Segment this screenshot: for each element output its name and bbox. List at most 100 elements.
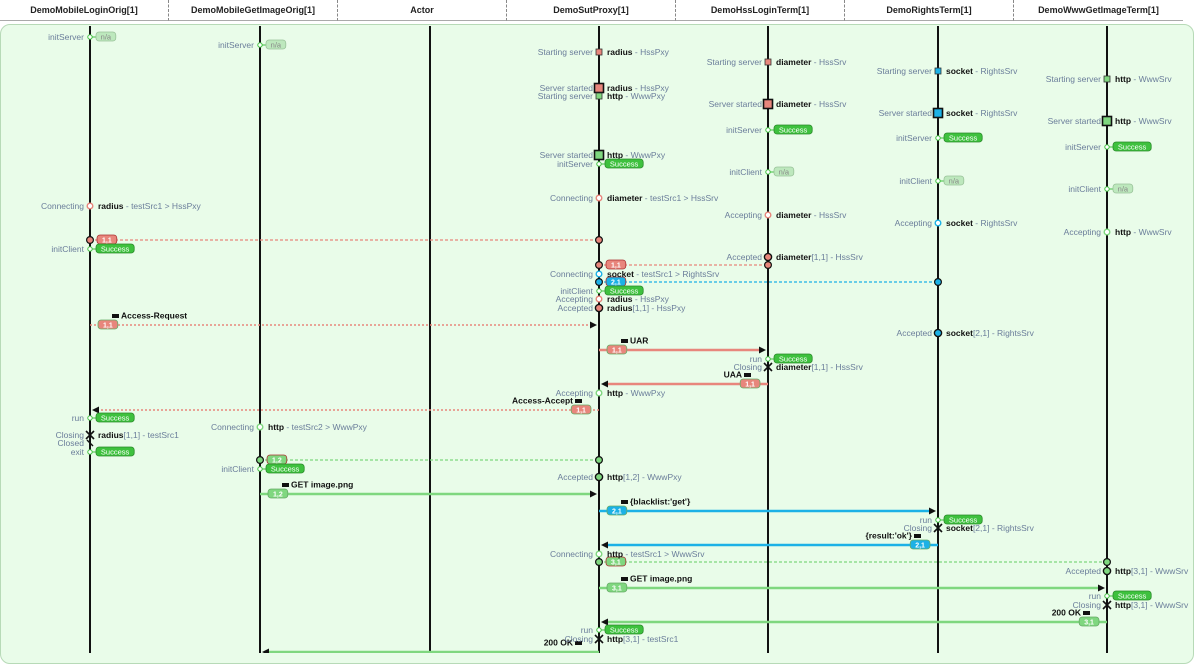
close-cross-b <box>763 362 773 372</box>
event-label: Connecting <box>550 269 593 279</box>
connection-id-3: 1,2 <box>266 454 288 465</box>
event-node-text: socket[2,1] - RightsSrv <box>946 523 1035 533</box>
node-name: diameter <box>776 210 812 220</box>
node-detail: - HssSrv <box>828 252 864 262</box>
badge-text: 1,2 <box>273 492 283 499</box>
connection-id-1: 1,1 <box>605 259 627 270</box>
envelope-icon <box>575 641 582 645</box>
badge-bg <box>605 259 627 270</box>
lifeline-header-0: DemoMobileLoginOrig[1] <box>0 0 169 21</box>
event-26: Connecting socket - testSrc1 > RightsSrv <box>550 269 720 279</box>
event-label: run <box>750 354 763 364</box>
event-label: Accepted <box>727 252 763 262</box>
node-detail: - WwwSrv <box>1148 566 1189 576</box>
node-name: http <box>607 388 623 398</box>
badge-text: Success <box>779 355 808 364</box>
node-circle <box>595 389 603 397</box>
event-label: Accepting <box>556 294 594 304</box>
badge-bg <box>267 488 289 499</box>
event-label: initClient <box>1068 184 1101 194</box>
node-name: socket <box>946 108 973 118</box>
node-square <box>1103 75 1111 83</box>
node-name: radius <box>607 83 633 93</box>
badge-bg <box>1112 590 1152 601</box>
envelope-icon <box>112 314 119 318</box>
envelope-icon <box>621 577 628 581</box>
event-node-text: radius - HssPxy <box>607 83 670 93</box>
badge-text: Success <box>610 287 639 296</box>
node-name: http <box>607 91 623 101</box>
node-circle <box>256 423 264 431</box>
badge-bg <box>605 556 627 567</box>
status-dot <box>1104 186 1110 192</box>
event-45: run <box>1089 591 1113 601</box>
status-dot <box>596 288 602 294</box>
badge-bg <box>943 132 983 143</box>
node-circle-bold <box>763 252 773 262</box>
status-dot <box>1104 593 1110 599</box>
event-4: Starting server socket - RightsSrv <box>877 66 1018 76</box>
connection-start-0 <box>85 236 94 245</box>
status-dot <box>257 42 263 48</box>
message-id-badge: 2,1 <box>606 505 628 516</box>
lifeline-header-4: DemoHssLoginTerm[1] <box>676 0 845 21</box>
event-node-text: radius[1,1] - testSrc1 <box>98 430 179 440</box>
event-label: Server started <box>1048 116 1102 126</box>
envelope-icon <box>914 534 921 538</box>
status-badge: n/a <box>1112 183 1134 194</box>
message-label: {blacklist:'get'} <box>630 497 691 507</box>
node-circle <box>595 550 603 558</box>
arrow-head <box>601 541 608 549</box>
event-node-text: http - WwwSrv <box>1115 74 1172 84</box>
event-19: Connecting diameter - testSrc1 > HssSrv <box>550 193 719 203</box>
event-label: Accepted <box>558 472 594 482</box>
status-dot <box>1104 144 1110 150</box>
event-37: Closed <box>58 438 94 448</box>
event-8: Server started diameter - HssSrv <box>709 98 847 110</box>
message-label: GET image.png <box>291 480 353 490</box>
event-node-text: radius - HssPxy <box>607 294 670 304</box>
event-label: Closing <box>1073 600 1102 610</box>
node-name: diameter <box>776 252 812 262</box>
badge-text: n/a <box>101 33 112 42</box>
message-id-badge: 3,1 <box>1078 616 1100 627</box>
message-label: Access-Accept <box>512 396 573 406</box>
badge-bg <box>570 404 592 415</box>
message-5: {blacklist:'get'} <box>599 497 936 515</box>
event-3: Starting server diameter - HssSrv <box>707 57 847 67</box>
badge-text: Success <box>271 465 300 474</box>
badge-bg <box>773 353 813 364</box>
event-node-text: http - WwwPxy <box>607 150 666 160</box>
node-circle <box>86 202 94 210</box>
node-square-bold <box>593 149 605 161</box>
badge-bg <box>1112 183 1134 194</box>
status-badge: Success <box>604 624 644 635</box>
arrow-head <box>590 321 597 329</box>
event-16: initClient <box>729 167 774 177</box>
event-48: Closing http[3,1] - testSrc1 <box>565 634 679 644</box>
arrow-head <box>92 406 99 414</box>
node-detail: - testSrc2 > WwwPxy <box>284 422 368 432</box>
event-node-text: diameter[1,1] - HssSrv <box>776 362 864 372</box>
event-label: run <box>920 515 933 525</box>
event-node-text: socket - testSrc1 > RightsSrv <box>607 269 720 279</box>
event-label: Server started <box>540 83 594 93</box>
event-28: Accepting radius - HssPxy <box>556 294 670 304</box>
message-8: 200 OK <box>601 608 1107 626</box>
node-detail: - HssSrv <box>828 362 864 372</box>
status-badge: Success <box>604 158 644 169</box>
status-badge: n/a <box>95 31 117 42</box>
event-node-text: http[3,1] - testSrc1 <box>607 634 679 644</box>
closed-mark <box>86 439 94 447</box>
node-name: radius <box>607 294 633 304</box>
node-name: radius <box>98 430 124 440</box>
node-detail: - WwwSrv <box>1131 227 1172 237</box>
node-sub: [2,1] <box>973 328 990 338</box>
arrow-head <box>601 380 608 388</box>
badge-bg <box>265 39 287 50</box>
event-label: Accepting <box>1064 227 1102 237</box>
event-22: Accepting socket - RightsSrv <box>895 218 1018 228</box>
node-name: http <box>1115 227 1131 237</box>
event-node-text: http - testSrc2 > WwwPxy <box>268 422 368 432</box>
event-label: run <box>72 413 85 423</box>
